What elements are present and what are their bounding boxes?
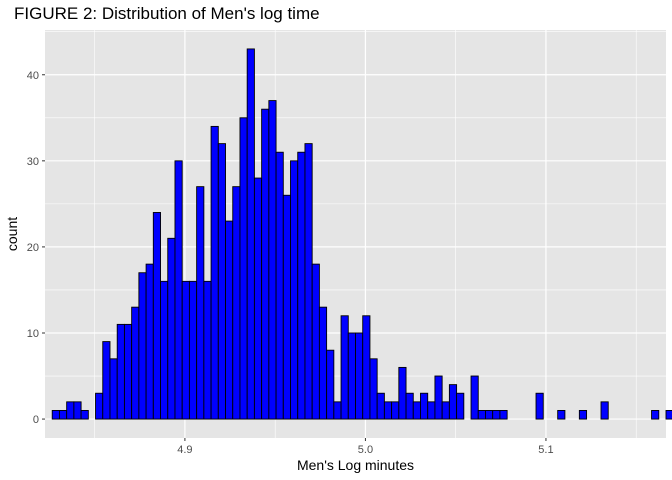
histogram-bar [557,410,566,420]
histogram-bar [499,410,508,420]
y-tick-label: 40 [27,70,39,82]
histogram-bar [434,375,443,420]
histogram-bar [188,280,198,420]
histogram-bar [109,358,118,420]
histogram-bar [398,366,407,420]
histogram-bar [232,186,241,420]
histogram-bar [181,280,190,420]
histogram-bar [492,410,501,420]
y-tick-label: 0 [33,414,39,426]
histogram-bar [441,401,450,420]
histogram-bar [412,401,421,420]
histogram-bar [477,410,486,420]
histogram-bar [66,401,75,420]
histogram-bar [347,332,356,420]
histogram-bar [174,160,183,420]
histogram-bar [131,306,140,420]
y-axis: 0 10 20 30 40 [27,70,45,426]
x-tick-label: 5.1 [538,444,553,456]
histogram-bar [456,392,465,420]
histogram-bar [217,143,226,420]
histogram-bar [376,392,385,420]
y-axis-title: count [4,217,20,251]
histogram-bar [275,151,284,420]
histogram-bars [51,48,672,420]
histogram-bar [383,401,393,420]
histogram-bar [355,332,364,420]
histogram-bar [304,143,313,420]
histogram-bar [203,280,212,420]
histogram-bar [246,48,255,420]
histogram-bar [261,108,270,420]
histogram-bar [651,410,660,420]
histogram-bar [362,315,371,420]
y-tick-label: 30 [27,156,39,168]
histogram-bar [282,194,291,420]
histogram-bar [145,263,154,420]
histogram-bar [290,160,299,420]
histogram-bar [225,220,234,420]
histogram-bar [167,237,176,420]
histogram-bar [470,375,479,420]
x-tick-label: 5.0 [358,444,373,456]
histogram-bar [102,341,111,420]
x-tick-label: 4.9 [177,444,192,456]
histogram-bar [268,100,277,420]
histogram-bar [80,410,89,420]
histogram-bar [600,401,609,420]
histogram-bar [326,349,335,420]
histogram-bar [405,392,414,420]
histogram-bar [239,117,248,420]
histogram-bar [485,410,494,420]
histogram-bar [116,323,125,420]
histogram-bar [123,323,133,420]
histogram-bar [340,315,349,420]
histogram-bar [448,384,458,420]
x-axis-title: Men's Log minutes [297,457,414,473]
histogram-bar [51,410,60,420]
chart-title: FIGURE 2: Distribution of Men's log time [14,4,320,23]
histogram-bar [58,410,68,420]
histogram-bar [420,392,429,420]
y-tick-label: 10 [27,328,39,340]
histogram-bar [253,177,263,420]
x-axis: 4.9 5.0 5.1 [177,438,554,456]
histogram-bar [391,401,400,420]
histogram-bar [311,263,320,420]
y-tick-label: 20 [27,242,39,254]
histogram-bar [578,410,588,420]
histogram-bar [138,272,147,420]
histogram-bar [318,306,328,420]
histogram-bar [333,401,342,420]
histogram-bar [210,125,219,420]
histogram-bar [73,401,82,420]
histogram-bar [369,358,378,420]
histogram-bar [152,212,161,420]
histogram-bar [196,186,205,420]
histogram-bar [297,151,306,420]
histogram-bar [160,280,169,420]
histogram-bar [427,401,436,420]
histogram-bar [665,410,672,420]
histogram-bar [535,392,544,420]
histogram-bar [95,392,104,420]
